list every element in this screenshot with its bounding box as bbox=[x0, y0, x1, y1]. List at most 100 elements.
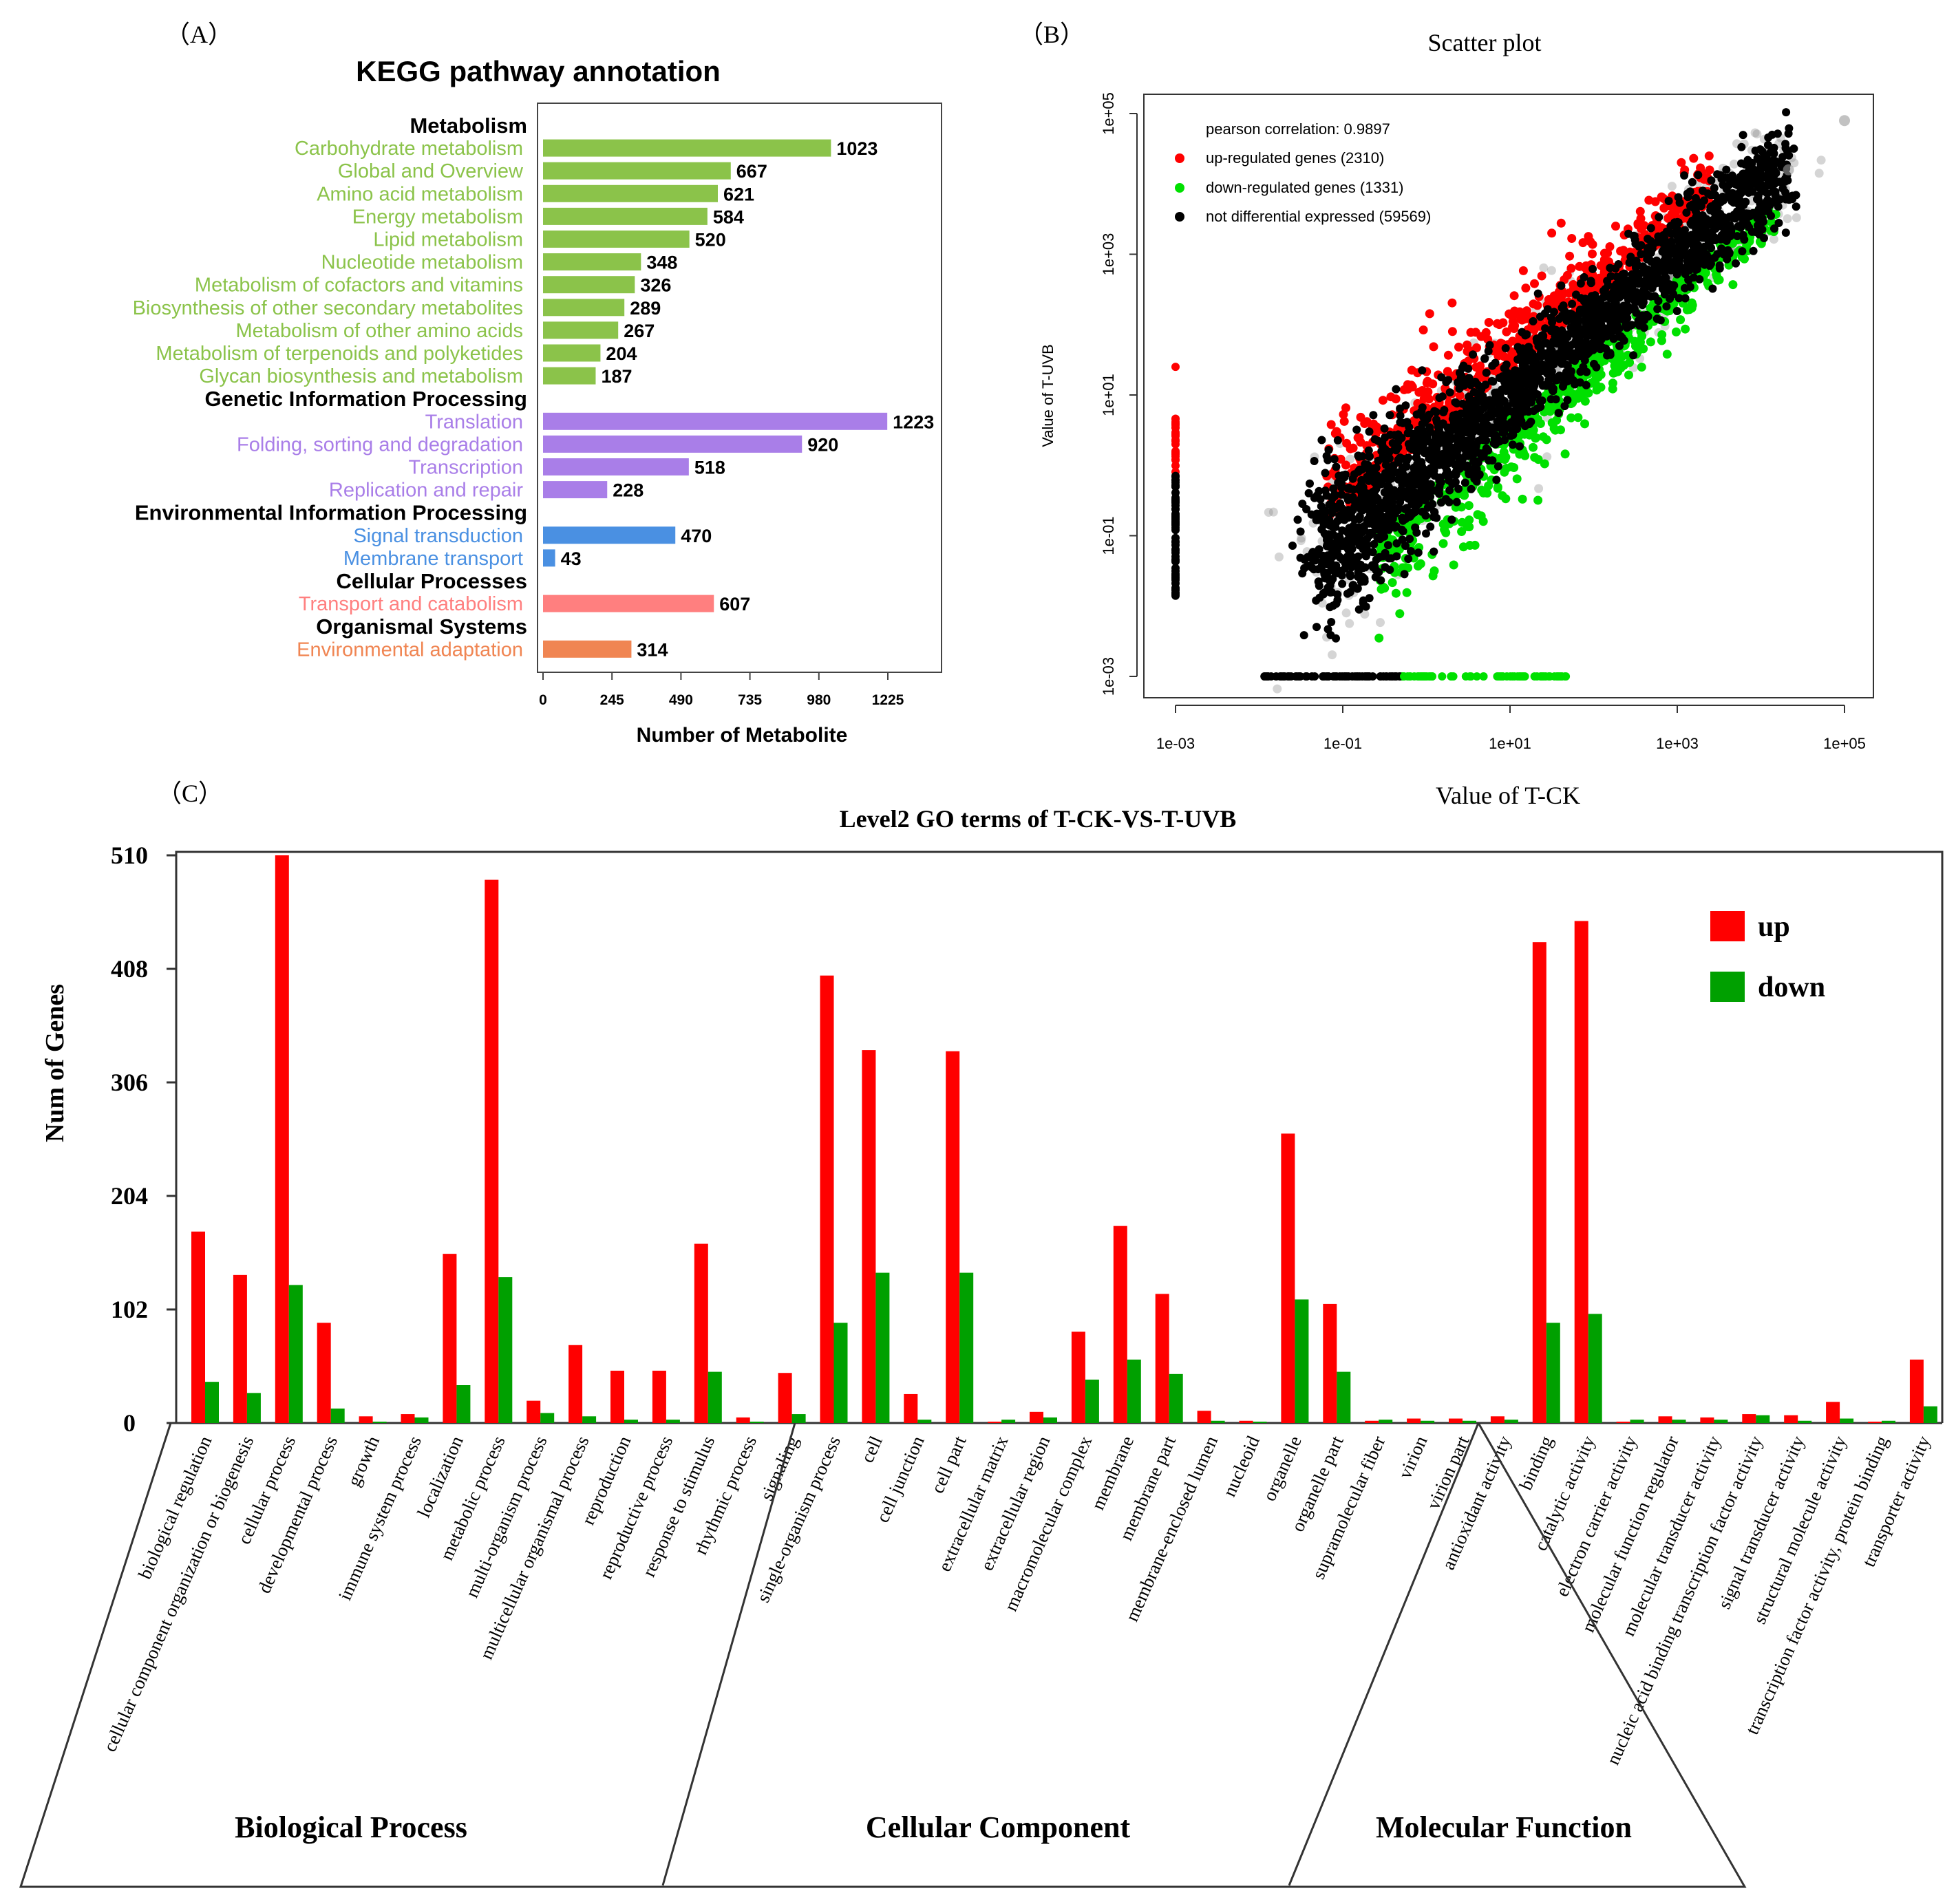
scatter-point-not-differential bbox=[1694, 225, 1703, 234]
scatter-point-up bbox=[1455, 391, 1465, 400]
scatter-point-not-differential bbox=[1749, 246, 1758, 255]
go-bar-up bbox=[1616, 1422, 1630, 1423]
scatter-point-not-differential bbox=[1725, 180, 1734, 189]
scatter-point-up bbox=[1171, 414, 1180, 423]
scatter-point-not-differential bbox=[1558, 303, 1566, 312]
kegg-category-label: Biosynthesis of other secondary metaboli… bbox=[133, 297, 523, 319]
scatter-point-up bbox=[1533, 301, 1542, 310]
scatter-point-not-differential bbox=[1457, 442, 1466, 451]
scatter-point-not-differential bbox=[1383, 504, 1392, 513]
go-legend-swatch bbox=[1710, 911, 1745, 941]
scatter-point-not-differential bbox=[1392, 385, 1401, 394]
go-y-tick-label: 408 bbox=[111, 955, 148, 983]
scatter-point-not-differential bbox=[1551, 395, 1560, 404]
scatter-point-up bbox=[1443, 350, 1453, 360]
scatter-point-not-differential bbox=[1758, 171, 1767, 180]
scatter-point-not-differential bbox=[1624, 295, 1633, 303]
scatter-x-tick-label: 1e-01 bbox=[1324, 735, 1362, 752]
scatter-point-not-differential bbox=[1619, 281, 1628, 290]
scatter-point-up bbox=[1341, 403, 1350, 413]
go-bar-down bbox=[1295, 1299, 1309, 1423]
scatter-point-down bbox=[1413, 561, 1423, 571]
scatter-point-not-differential bbox=[1468, 396, 1477, 405]
scatter-point-not-differential bbox=[1365, 427, 1374, 436]
scatter-point-not-differential bbox=[1394, 430, 1403, 439]
scatter-point-down bbox=[1429, 566, 1439, 576]
scatter-point-up bbox=[1530, 279, 1539, 288]
scatter-point-not-differential bbox=[1585, 345, 1594, 354]
scatter-point-down bbox=[1500, 467, 1509, 477]
scatter-point-not-differential bbox=[1751, 147, 1760, 155]
scatter-point-not-differential bbox=[1405, 535, 1414, 544]
scatter-point-not-differential bbox=[1706, 203, 1715, 212]
kegg-bar bbox=[543, 184, 718, 202]
scatter-point-not-differential bbox=[1785, 124, 1794, 133]
kegg-bar bbox=[543, 231, 690, 248]
go-bar-down bbox=[1379, 1420, 1393, 1423]
scatter-point-not-differential bbox=[1432, 407, 1441, 416]
scatter-point-not-differential bbox=[1426, 522, 1435, 531]
scatter-point-not-differential bbox=[1770, 224, 1778, 233]
scatter-point-not-differential bbox=[1296, 527, 1305, 536]
go-bar-down bbox=[1504, 1420, 1518, 1423]
scatter-point-not-differential bbox=[1341, 555, 1350, 564]
scatter-point-not-differential bbox=[1349, 485, 1358, 494]
scatter-point-not-differential bbox=[1364, 476, 1373, 485]
scatter-point-not-differential bbox=[1688, 250, 1697, 259]
kegg-x-tick-label: 0 bbox=[539, 692, 547, 708]
scatter-point-up bbox=[1341, 460, 1350, 470]
scatter-point-not-differential bbox=[1386, 472, 1395, 481]
kegg-value-label: 314 bbox=[637, 639, 668, 660]
go-y-tick-label: 204 bbox=[111, 1182, 148, 1210]
scatter-point-not-differential bbox=[1439, 408, 1448, 417]
go-bar-down bbox=[288, 1285, 303, 1423]
go-section-divider bbox=[661, 1422, 796, 1886]
kegg-category-label: Carbohydrate metabolism bbox=[295, 138, 523, 160]
scatter-point-down bbox=[1478, 517, 1488, 526]
scatter-point-not-differential bbox=[1429, 547, 1438, 556]
scatter-point-not-differential bbox=[1529, 317, 1538, 325]
kegg-x-axis-label: Number of Metabolite bbox=[637, 724, 848, 747]
scatter-point-not-differential bbox=[1327, 588, 1336, 597]
scatter-point-not-differential bbox=[1321, 469, 1330, 478]
scatter-point-not-differential bbox=[1839, 115, 1850, 127]
scatter-point-not-differential bbox=[1171, 533, 1180, 542]
scatter-point-up bbox=[1578, 238, 1588, 248]
scatter-point-not-differential bbox=[1350, 470, 1359, 479]
scatter-point-not-differential bbox=[1560, 402, 1569, 411]
scatter-point-not-differential bbox=[1355, 515, 1363, 524]
scatter-point-up bbox=[1502, 327, 1511, 336]
scatter-point-not-differential bbox=[1753, 154, 1762, 163]
scatter-point-down bbox=[1499, 447, 1509, 457]
scatter-point-not-differential bbox=[1171, 588, 1180, 597]
scatter-title: Scatter plot bbox=[1428, 29, 1542, 56]
go-bar-down bbox=[624, 1420, 638, 1423]
scatter-point-down bbox=[1557, 672, 1566, 681]
scatter-point-up bbox=[1588, 249, 1597, 259]
scatter-point-not-differential bbox=[1654, 297, 1663, 306]
go-bar-up bbox=[1742, 1414, 1756, 1423]
scatter-point-not-differential bbox=[1591, 301, 1600, 310]
scatter-point-not-differential bbox=[1516, 346, 1524, 355]
scatter-point-not-differential bbox=[1407, 547, 1415, 555]
go-bar-down bbox=[372, 1422, 387, 1423]
scatter-point-not-differential bbox=[1648, 241, 1657, 250]
scatter-point-not-differential bbox=[1277, 672, 1286, 681]
scatter-point-not-differential bbox=[1312, 623, 1321, 632]
go-section-label: Biological Process bbox=[235, 1810, 467, 1844]
scatter-point-not-differential bbox=[1394, 503, 1403, 512]
kegg-x-tick-label: 245 bbox=[600, 692, 624, 708]
scatter-point-up bbox=[1509, 291, 1519, 301]
kegg-bar bbox=[543, 253, 641, 271]
scatter-point-down bbox=[1395, 609, 1405, 619]
scatter-point-not-differential bbox=[1425, 410, 1434, 419]
scatter-point-not-differential bbox=[1515, 393, 1524, 402]
scatter-point-not-differential bbox=[1606, 350, 1615, 359]
scatter-point-not-differential bbox=[1365, 452, 1374, 461]
scatter-point-not-differential bbox=[1595, 336, 1604, 345]
go-bar-up bbox=[1449, 1418, 1463, 1423]
scatter-point-down bbox=[1639, 344, 1648, 354]
go-bar-up bbox=[988, 1422, 1002, 1423]
scatter-point-up bbox=[1481, 328, 1491, 337]
scatter-point-not-differential bbox=[1586, 279, 1595, 288]
